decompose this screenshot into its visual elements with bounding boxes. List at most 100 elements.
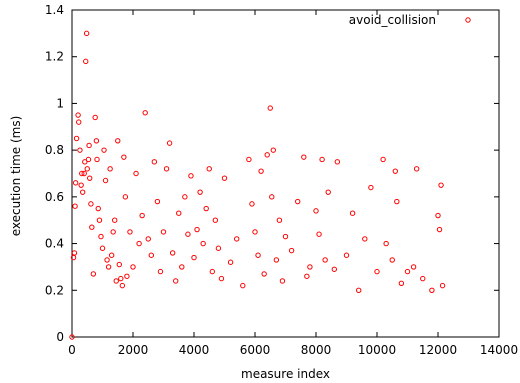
- data-point: [267, 105, 273, 111]
- data-point: [112, 217, 118, 223]
- data-point: [94, 156, 100, 163]
- data-point: [160, 229, 167, 235]
- data-point: [89, 224, 95, 230]
- data-point: [182, 194, 188, 200]
- data-point: [258, 168, 264, 174]
- data-point: [218, 275, 225, 282]
- data-point: [72, 203, 78, 209]
- data-point: [115, 138, 121, 144]
- data-point: [84, 166, 90, 172]
- data-point: [273, 257, 280, 263]
- data-point: [383, 240, 389, 247]
- data-point: [130, 264, 136, 270]
- data-point: [188, 173, 194, 179]
- data-point: [221, 175, 228, 181]
- x-tick-label: 10000: [358, 343, 396, 357]
- data-point: [133, 170, 139, 177]
- y-tick-label: 1.2: [45, 50, 64, 64]
- data-point: [288, 247, 295, 254]
- data-point: [95, 205, 101, 212]
- data-point: [304, 273, 310, 279]
- data-point: [72, 180, 79, 186]
- data-point: [96, 217, 103, 223]
- x-tick-label: 2000: [118, 343, 149, 357]
- data-point: [249, 201, 255, 207]
- data-point: [374, 268, 380, 275]
- data-point: [234, 236, 240, 242]
- data-point: [194, 226, 200, 233]
- data-point: [75, 112, 81, 118]
- data-point: [119, 282, 126, 289]
- data-point: [92, 114, 98, 121]
- data-point: [76, 119, 82, 125]
- data-point: [139, 212, 145, 219]
- data-point: [176, 210, 182, 216]
- data-points: [69, 30, 446, 340]
- data-point: [86, 175, 93, 181]
- data-point: [121, 154, 127, 160]
- legend: avoid_collision: [349, 13, 471, 27]
- x-tick-label: 6000: [240, 343, 271, 357]
- data-point: [227, 259, 234, 265]
- x-axis-ticks: 0 2000 4000 6000 8000 10000 12000 14000: [68, 10, 518, 357]
- data-point: [104, 257, 110, 263]
- data-point: [73, 135, 80, 142]
- data-point: [240, 282, 246, 289]
- data-point: [122, 194, 129, 200]
- y-axis-ticks: 0 0.2 0.4 0.6 0.8 1 1.2 1.4: [45, 3, 499, 344]
- data-point: [197, 189, 203, 195]
- data-point: [269, 194, 275, 200]
- data-point: [255, 252, 261, 258]
- data-point: [295, 198, 301, 205]
- data-point: [107, 166, 113, 172]
- data-point: [410, 264, 417, 270]
- y-tick-label: 1: [56, 96, 64, 110]
- x-tick-label: 8000: [301, 343, 332, 357]
- data-point: [85, 156, 92, 163]
- y-tick-label: 0: [56, 330, 64, 344]
- data-point: [157, 268, 164, 275]
- data-point: [319, 156, 325, 163]
- data-point: [368, 184, 374, 191]
- data-point: [148, 252, 155, 258]
- data-point: [191, 254, 197, 261]
- data-point: [389, 257, 395, 263]
- data-point: [276, 217, 283, 223]
- data-point: [264, 152, 270, 158]
- data-point: [169, 250, 176, 256]
- data-point: [83, 58, 89, 65]
- data-point: [136, 240, 142, 247]
- data-point: [322, 257, 328, 263]
- data-point: [206, 166, 212, 172]
- data-point: [71, 250, 78, 256]
- data-point: [439, 282, 446, 289]
- data-point: [93, 138, 100, 144]
- data-point: [151, 159, 158, 165]
- data-point: [98, 233, 104, 240]
- data-point: [215, 245, 222, 251]
- data-point: [101, 147, 107, 153]
- data-point: [102, 177, 109, 184]
- y-tick-label: 0.6: [45, 190, 64, 204]
- data-point: [77, 147, 83, 153]
- data-point: [82, 159, 88, 165]
- data-point: [362, 236, 368, 242]
- data-point: [203, 205, 209, 212]
- data-point: [99, 245, 106, 251]
- data-point: [313, 208, 319, 214]
- data-point: [173, 278, 179, 284]
- data-point: [200, 240, 206, 247]
- y-tick-label: 0.8: [45, 143, 64, 157]
- data-point: [261, 271, 267, 277]
- data-point: [404, 268, 411, 275]
- data-point: [154, 198, 161, 205]
- plot-frame: [71, 9, 500, 338]
- y-axis-label: execution time (ms): [9, 116, 23, 237]
- data-point: [124, 273, 130, 279]
- data-point: [110, 229, 116, 235]
- x-tick-label: 4000: [179, 343, 210, 357]
- data-point: [413, 166, 420, 172]
- data-point: [105, 264, 112, 270]
- data-point: [90, 271, 97, 277]
